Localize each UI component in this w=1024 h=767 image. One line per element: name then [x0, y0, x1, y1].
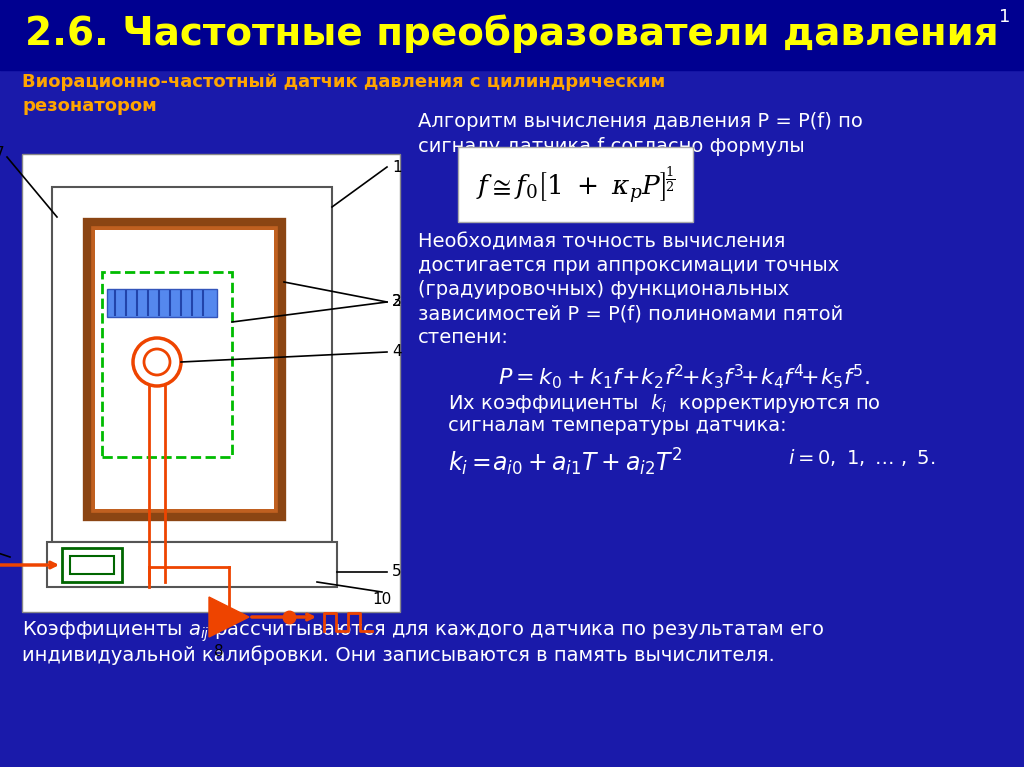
Text: 7: 7: [0, 146, 4, 162]
Text: Необходимая точность вычисления: Необходимая точность вычисления: [418, 232, 785, 251]
Bar: [95, 230, 274, 509]
Bar: [47, 542, 337, 587]
Bar: [52, 187, 332, 542]
Text: 1: 1: [999, 8, 1011, 26]
Text: $f \cong f_0\left[1\ +\ \kappa_p P\right]^{\!\frac{1}{2}}$: $f \cong f_0\left[1\ +\ \kappa_p P\right…: [475, 164, 676, 205]
Text: 5: 5: [392, 565, 401, 580]
Text: сигналам температуры датчика:: сигналам температуры датчика:: [449, 416, 786, 435]
Text: 4: 4: [392, 344, 401, 360]
Polygon shape: [209, 597, 249, 637]
Bar: [102, 272, 232, 457]
Text: $k_i =\!a_{i0} + a_{i1}T + a_{i2}T^2$: $k_i =\!a_{i0} + a_{i1}T + a_{i2}T^2$: [449, 447, 682, 479]
Text: Виорационно-частотный датчик давления с цилиндрическим
резонатором: Виорационно-частотный датчик давления с …: [22, 73, 666, 114]
Text: 10: 10: [373, 591, 391, 607]
Text: достигается при аппроксимации точных: достигается при аппроксимации точных: [418, 256, 840, 275]
Text: Коэффициенты $a_{ij}$ рассчитываются для каждого датчика по результатам его: Коэффициенты $a_{ij}$ рассчитываются для…: [22, 619, 824, 644]
Text: зависимостей P = P(f) полиномами пятой: зависимостей P = P(f) полиномами пятой: [418, 304, 843, 323]
Text: 2: 2: [392, 295, 401, 310]
Bar: [87, 222, 282, 517]
Text: (градуировочных) функциональных: (градуировочных) функциональных: [418, 280, 790, 299]
Bar: [106, 289, 217, 317]
Text: сигналу датчика f согласно формулы: сигналу датчика f согласно формулы: [418, 137, 805, 156]
Text: $i = 0,\ 1,\ \ldots\ ,\ 5.$: $i = 0,\ 1,\ \ldots\ ,\ 5.$: [788, 447, 936, 468]
Text: 2.6. Частотные преобразователи давления: 2.6. Частотные преобразователи давления: [26, 15, 998, 54]
Bar: [0, 0, 1024, 70]
Text: степени:: степени:: [418, 328, 509, 347]
Bar: [458, 147, 693, 222]
Text: 1: 1: [392, 160, 401, 175]
Text: 8: 8: [214, 644, 224, 660]
Bar: [70, 556, 114, 574]
Text: Их коэффициенты  $k_i$  корректируются по: Их коэффициенты $k_i$ корректируются по: [449, 392, 881, 415]
Bar: [62, 548, 122, 582]
Text: Алгоритм вычисления давления P = P(f) по: Алгоритм вычисления давления P = P(f) по: [418, 112, 863, 131]
Text: индивидуальной калибровки. Они записываются в память вычислителя.: индивидуальной калибровки. Они записываю…: [22, 645, 775, 665]
Text: 3: 3: [392, 295, 401, 310]
Bar: [22, 154, 400, 612]
Text: $P = k_0 + k_1f\!+\! k_2f^2\!\!+\! k_3f^3\!\!+\! k_4f^4\!\!+\! k_5f^5.$: $P = k_0 + k_1f\!+\! k_2f^2\!\!+\! k_3f^…: [498, 362, 870, 391]
